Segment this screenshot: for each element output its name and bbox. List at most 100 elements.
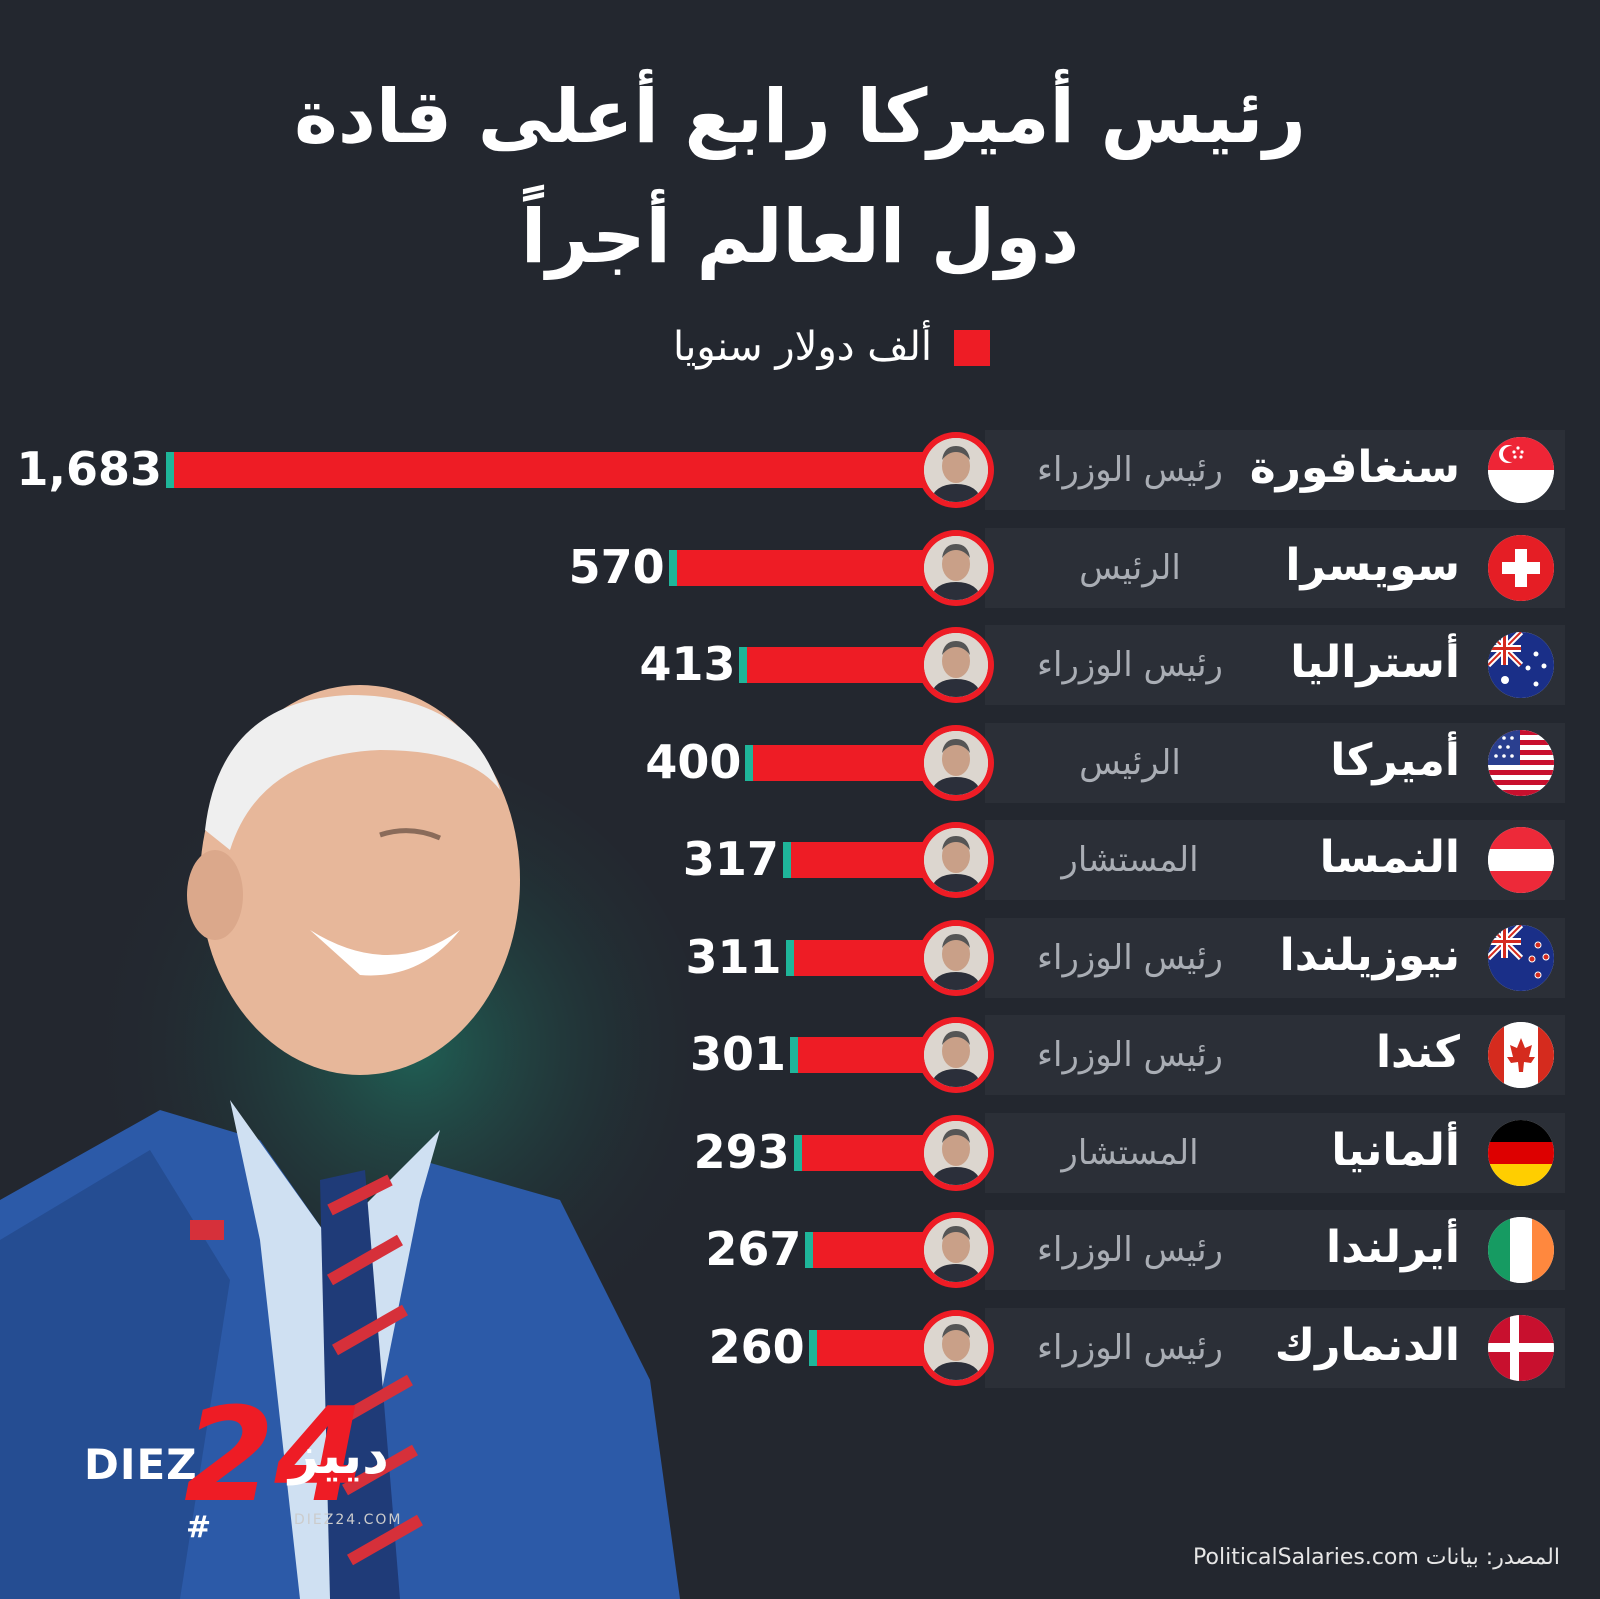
leader-avatar [918,627,994,703]
value-label: 293 [693,1124,790,1179]
bar [743,647,930,683]
leader-role: رئيس الوزراء [1037,1327,1223,1368]
chart-row: 400 الرئيس أميركا [0,722,1600,803]
value-label: 267 [705,1222,802,1276]
value-label: 317 [682,832,779,886]
bar [786,842,930,878]
leader-role: الرئيس [1079,742,1181,783]
leader-role: الرئيس [1079,547,1181,588]
bar [809,1232,930,1268]
leader-role: رئيس الوزراء [1037,1035,1223,1075]
chart-row: 317 المستشار النمسا [0,820,1600,900]
logo-arabic: دييز [289,1426,389,1486]
chart-row: 260 رئيس الوزراء الدنمارك [0,1307,1600,1388]
logo-url: DIEZ24.COM [294,1512,403,1528]
leader-role: رئيس الوزراء [1037,450,1223,490]
bar [794,1037,930,1073]
legend-label: ألف دولار سنويا [673,324,932,370]
country-label: كندا [1375,1027,1460,1078]
bar [672,549,930,586]
leader-photo [0,685,690,1599]
country-label: أستراليا [1290,637,1460,688]
bar [170,452,930,488]
country-label: سويسرا [1285,539,1460,591]
country-label: نيوزيلندا [1279,929,1460,981]
source-note: المصدر: بيانات PoliticalSalaries.com [1193,1545,1560,1570]
bar-tip [782,842,791,878]
bar-tip [668,549,677,586]
country-label: الدنمارك [1274,1319,1460,1371]
chart-row: 267 رئيس الوزراء أيرلندا [0,1210,1600,1290]
leader-avatar [918,1212,994,1288]
leader-avatar [918,1114,994,1191]
logo-hash: # [186,1510,212,1545]
value-label: 413 [639,637,736,691]
value-label: 400 [645,734,742,789]
row-background [985,722,1565,803]
row-background [985,1210,1565,1290]
row-background [985,917,1565,998]
leader-avatar [918,822,994,898]
country-label: النمسا [1319,832,1460,883]
value-label: 311 [685,929,782,984]
leader-avatar [918,919,994,996]
usa-flag-icon [1488,729,1554,796]
bar [789,939,930,976]
bar-tip [745,744,754,781]
leader-avatar [918,1017,994,1093]
row-background [985,527,1565,608]
chart-title-line-2: دول العالم أجراً [520,194,1080,280]
australia-flag-icon [1488,632,1554,698]
country-label: أيرلندا [1326,1222,1460,1273]
canada-flag-icon [1488,1022,1554,1088]
bar-tip [793,1134,802,1171]
chart-title-line-1: رئيس أميركا رابع أعلى قادة [294,74,1306,160]
bar-tip [805,1232,814,1268]
row-background [985,430,1565,510]
leader-role: رئيس الوزراء [1037,1230,1223,1270]
row-background [985,625,1565,705]
chart-row: 1,683 رئيس الوزراء سنغافورة [0,430,1600,510]
bar [797,1134,930,1171]
leader-role: المستشار [1061,840,1199,880]
bar [812,1329,930,1366]
germany-flag-icon [1488,1119,1554,1186]
new-zealand-flag-icon [1488,924,1554,991]
leader-avatar [918,1309,994,1386]
value-label: 570 [568,539,665,594]
bar-tip [166,452,174,488]
value-label: 301 [690,1027,787,1081]
bar-tip [808,1329,817,1366]
value-label: 1,683 [16,442,162,496]
row-background [985,1112,1565,1193]
leader-role: رئيس الوزراء [1037,645,1223,685]
chart-row: 413 رئيس الوزراء أستراليا [0,625,1600,705]
denmark-flag-icon [1488,1314,1554,1381]
ireland-flag-icon [1488,1217,1554,1283]
leader-avatar [918,724,994,801]
chart-row: 293 المستشار ألمانيا [0,1112,1600,1193]
country-label: أميركا [1330,734,1460,786]
bar-tip [785,939,794,976]
country-label: سنغافورة [1249,442,1460,493]
leader-role: المستشار [1061,1132,1199,1173]
value-label: 260 [708,1319,805,1374]
bar-tip [790,1037,799,1073]
logo-latin: DIEZ [84,1440,198,1489]
austria-flag-icon [1488,827,1554,893]
leader-avatar [918,529,994,606]
leader-role: رئيس الوزراء [1037,937,1223,978]
singapore-flag-icon [1488,437,1554,503]
row-background [985,1307,1565,1388]
legend-swatch [954,330,990,366]
row-background [985,820,1565,900]
logo-number: 24 [184,1379,365,1531]
switzerland-flag-icon [1488,534,1554,601]
legend: ألف دولار سنويا [610,324,990,386]
chart-row: 311 رئيس الوزراء نيوزيلندا [0,917,1600,998]
diez24-logo: DIEZ 24 # دييز DIEZ24.COM [84,1390,414,1550]
bar [749,744,930,781]
chart-row: 301 رئيس الوزراء كندا [0,1015,1600,1095]
country-label: ألمانيا [1331,1124,1460,1176]
chart-row: 570 الرئيس سويسرا [0,527,1600,608]
